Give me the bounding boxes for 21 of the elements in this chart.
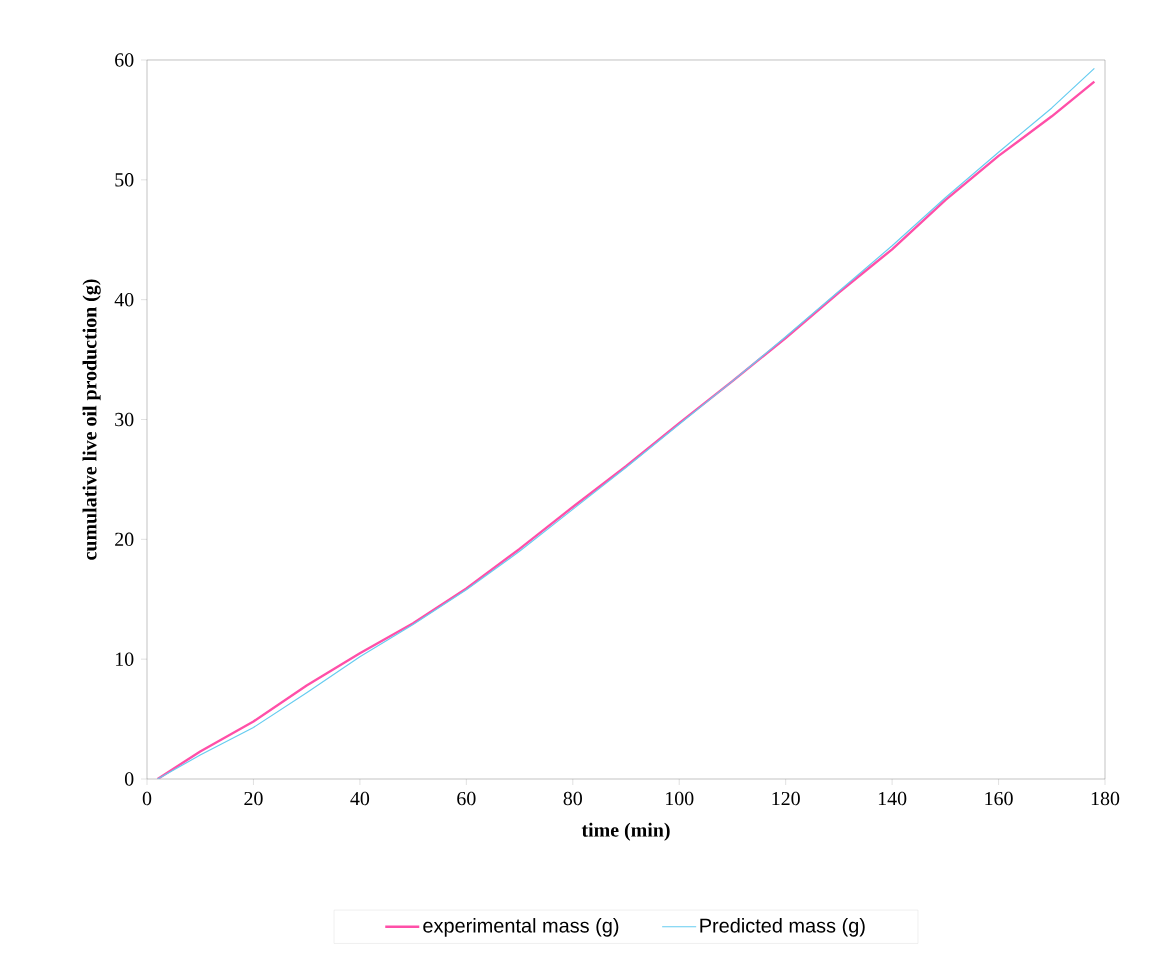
x-tick-label: 40 bbox=[350, 791, 370, 806]
legend-label: Predicted mass (g) bbox=[700, 918, 865, 937]
x-tick-label: 20 bbox=[244, 791, 263, 806]
y-tick-label: 20 bbox=[115, 532, 134, 547]
x-tick-label: 80 bbox=[563, 791, 582, 806]
x-tick-label: 60 bbox=[457, 791, 476, 806]
x-tick-label: 140 bbox=[878, 791, 907, 806]
y-tick-label: 30 bbox=[115, 412, 134, 427]
y-tick-label: 10 bbox=[115, 652, 134, 666]
x-axis-title: time (min) bbox=[581, 822, 670, 841]
y-tick-label: 40 bbox=[114, 292, 134, 307]
x-tick-label: 0 bbox=[142, 791, 152, 806]
legend-label: experimental mass (g) bbox=[423, 918, 619, 937]
y-axis-title: cumulative live oil production (g) bbox=[82, 279, 101, 560]
y-tick-label: 50 bbox=[115, 173, 134, 187]
x-tick-label: 100 bbox=[666, 791, 694, 806]
x-tick-label: 180 bbox=[1091, 791, 1120, 806]
y-tick-label: 60 bbox=[115, 53, 134, 67]
y-tick-label: 0 bbox=[124, 772, 134, 786]
x-tick-label: 120 bbox=[772, 791, 800, 806]
x-tick-label: 160 bbox=[985, 791, 1013, 806]
